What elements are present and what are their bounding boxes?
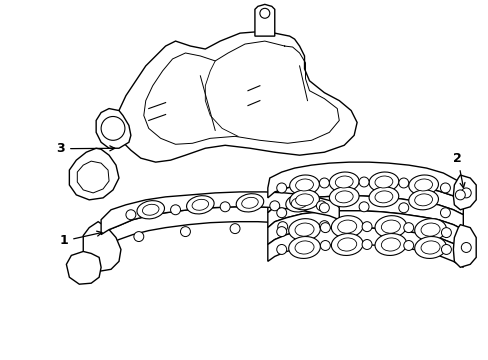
Circle shape: [276, 183, 286, 193]
Ellipse shape: [137, 201, 164, 219]
Polygon shape: [254, 4, 274, 36]
Circle shape: [170, 205, 180, 215]
Ellipse shape: [368, 187, 398, 207]
Ellipse shape: [294, 241, 313, 254]
Circle shape: [220, 202, 230, 212]
Ellipse shape: [289, 175, 319, 195]
Ellipse shape: [289, 190, 319, 210]
Circle shape: [460, 243, 470, 252]
Polygon shape: [267, 196, 462, 230]
Ellipse shape: [331, 216, 362, 238]
Circle shape: [319, 221, 328, 231]
Ellipse shape: [381, 220, 400, 233]
Ellipse shape: [288, 219, 320, 240]
Ellipse shape: [142, 204, 159, 215]
Circle shape: [259, 8, 269, 18]
Ellipse shape: [335, 191, 352, 203]
Circle shape: [454, 190, 464, 200]
Polygon shape: [69, 148, 119, 200]
Polygon shape: [267, 228, 462, 267]
Polygon shape: [101, 192, 339, 235]
Ellipse shape: [420, 223, 439, 236]
Text: 3: 3: [56, 142, 115, 155]
Circle shape: [358, 202, 368, 212]
Ellipse shape: [414, 219, 446, 240]
Polygon shape: [452, 225, 475, 267]
Ellipse shape: [288, 237, 320, 258]
Circle shape: [361, 239, 371, 249]
Ellipse shape: [294, 223, 313, 236]
Ellipse shape: [408, 175, 438, 195]
Polygon shape: [452, 175, 475, 210]
Ellipse shape: [295, 179, 313, 191]
Ellipse shape: [414, 194, 431, 206]
Ellipse shape: [374, 176, 392, 188]
Circle shape: [440, 208, 449, 218]
Polygon shape: [77, 161, 109, 193]
Polygon shape: [101, 207, 339, 247]
Ellipse shape: [337, 220, 356, 233]
Ellipse shape: [192, 199, 208, 210]
Ellipse shape: [374, 234, 406, 256]
Polygon shape: [96, 109, 131, 148]
Circle shape: [319, 178, 328, 188]
Ellipse shape: [374, 216, 406, 238]
Circle shape: [440, 183, 449, 193]
Ellipse shape: [335, 176, 352, 188]
Ellipse shape: [329, 172, 358, 192]
Text: 1: 1: [60, 231, 102, 247]
Circle shape: [316, 201, 325, 211]
Ellipse shape: [374, 191, 392, 203]
Ellipse shape: [408, 190, 438, 210]
Polygon shape: [83, 222, 121, 271]
Circle shape: [441, 228, 450, 238]
Circle shape: [276, 244, 286, 255]
Ellipse shape: [291, 197, 307, 208]
Circle shape: [460, 188, 470, 198]
Circle shape: [358, 177, 368, 187]
Polygon shape: [267, 181, 462, 215]
Ellipse shape: [368, 172, 398, 192]
Polygon shape: [116, 31, 356, 162]
Polygon shape: [66, 251, 101, 284]
Ellipse shape: [186, 196, 214, 214]
Ellipse shape: [241, 197, 258, 208]
Text: 2: 2: [452, 152, 464, 188]
Ellipse shape: [420, 241, 439, 254]
Ellipse shape: [295, 194, 313, 206]
Ellipse shape: [331, 234, 362, 256]
Circle shape: [403, 223, 413, 233]
Ellipse shape: [285, 194, 313, 212]
Ellipse shape: [381, 238, 400, 251]
Circle shape: [361, 222, 371, 231]
Circle shape: [398, 203, 408, 213]
Circle shape: [276, 227, 286, 237]
Circle shape: [230, 224, 240, 234]
Ellipse shape: [329, 187, 358, 207]
Circle shape: [269, 201, 279, 211]
Circle shape: [101, 117, 124, 140]
Circle shape: [277, 222, 287, 231]
Circle shape: [319, 203, 328, 213]
Circle shape: [320, 223, 330, 233]
Circle shape: [320, 240, 330, 251]
Ellipse shape: [236, 194, 263, 212]
Circle shape: [398, 178, 408, 188]
Circle shape: [134, 231, 143, 242]
Circle shape: [276, 208, 286, 218]
Polygon shape: [267, 162, 462, 200]
Circle shape: [403, 240, 413, 251]
Polygon shape: [267, 211, 462, 249]
Circle shape: [126, 210, 136, 220]
Ellipse shape: [337, 238, 356, 251]
Circle shape: [180, 227, 190, 237]
Ellipse shape: [414, 179, 431, 191]
Circle shape: [441, 244, 450, 255]
Ellipse shape: [414, 237, 446, 258]
